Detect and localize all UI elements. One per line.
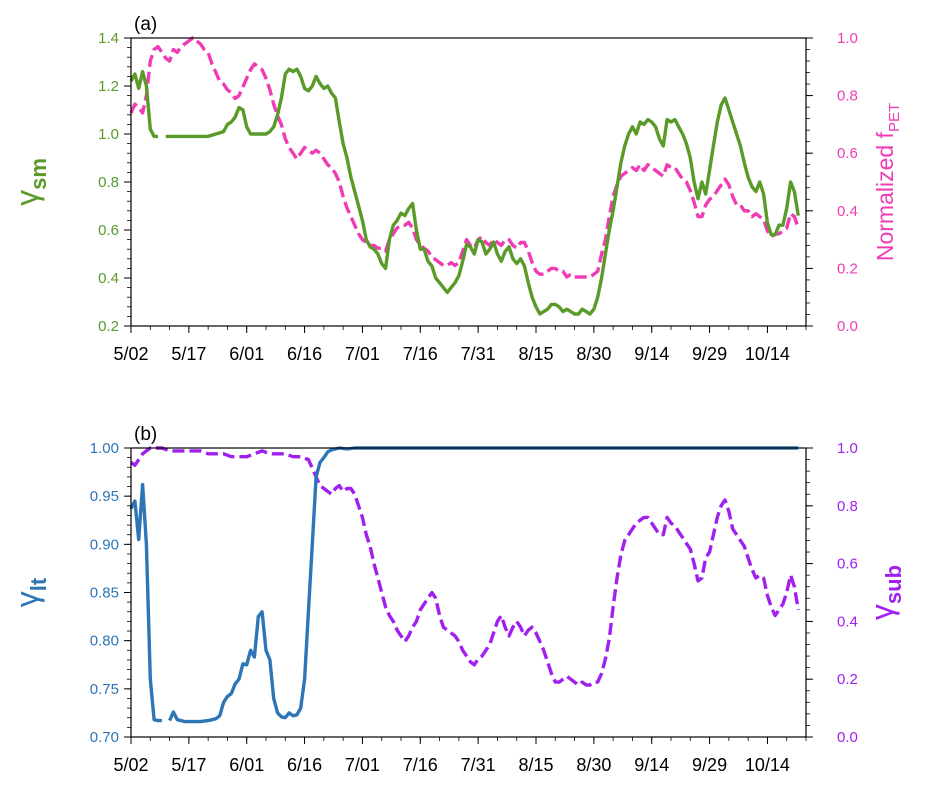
left-axis-label: γsm	[9, 158, 51, 206]
left-tick-label: 0.85	[90, 585, 119, 602]
left-tick-label: 0.2	[98, 318, 119, 335]
right-tick-label: 0.0	[837, 729, 858, 746]
left-tick-label: 0.8	[98, 174, 119, 191]
left-axis-label-sub: sm	[26, 158, 51, 190]
right-tick-label: 1.0	[837, 30, 858, 47]
panel-a: 0.2 0.4 0.6 0.8 1.0 1.2 1.4 0.0 0.2 0.4 0.6 0.8 1.0 5…	[9, 14, 903, 364]
x-tick-label: 10/14	[745, 344, 790, 364]
right-tick-label: 0.2	[837, 671, 858, 688]
right-tick-label: 0.6	[837, 556, 858, 573]
left-tick-label: 0.80	[90, 633, 119, 650]
x-tick-label: 5/17	[171, 344, 206, 364]
plot-frame	[130, 37, 807, 327]
x-tick-label: 6/16	[287, 344, 322, 364]
x-tick-label: 7/31	[461, 755, 496, 775]
right-tick-label: 0.4	[837, 613, 858, 630]
right-axis-label-main: γ	[864, 604, 900, 620]
x-tick-label: 8/15	[518, 755, 553, 775]
x-tick-label: 6/01	[229, 755, 264, 775]
left-tick-label: 0.75	[90, 681, 119, 698]
plot-frame	[130, 447, 807, 738]
right-tick-label: 1.0	[837, 440, 858, 457]
left-series-line	[165, 67, 800, 316]
x-tick-label: 6/16	[287, 755, 322, 775]
left-axis-label-main: γ	[9, 591, 45, 607]
right-series-line	[129, 36, 800, 279]
left-axis-label-sub: lt	[26, 577, 51, 591]
right-tick-label: 0.8	[837, 88, 858, 105]
x-tick-label: 5/02	[113, 755, 148, 775]
x-tick-label: 9/29	[692, 344, 727, 364]
x-tick-label: 10/14	[745, 755, 790, 775]
left-tick-label: 0.90	[90, 536, 119, 553]
x-tick-label: 7/31	[461, 344, 496, 364]
x-tick-label: 5/17	[171, 755, 206, 775]
right-tick-label: 0.0	[837, 318, 858, 335]
right-series-line	[129, 446, 800, 687]
x-tick-label: 7/01	[345, 755, 380, 775]
left-axis-label: γlt	[9, 577, 51, 607]
x-tick-label: 9/29	[692, 755, 727, 775]
left-tick-label: 0.4	[98, 270, 119, 287]
left-tick-label: 0.70	[90, 729, 119, 746]
panel-label: (b)	[134, 424, 157, 445]
left-tick-label: 1.2	[98, 78, 119, 95]
x-tick-label: 7/16	[403, 755, 438, 775]
x-tick-label: 6/01	[229, 344, 264, 364]
left-tick-label: 0.95	[90, 488, 119, 505]
right-axis-label-sub: PET	[886, 103, 903, 132]
panel-label: (a)	[134, 14, 157, 35]
left-tick-label: 1.0	[98, 126, 119, 143]
right-tick-label: 0.8	[837, 498, 858, 515]
left-axis-label-main: γ	[9, 190, 45, 206]
right-tick-label: 0.6	[837, 145, 858, 162]
right-axis-label: Normalized fPET	[872, 103, 903, 261]
left-series-line	[129, 482, 162, 723]
right-tick-label: 0.4	[837, 203, 858, 220]
x-tick-label: 8/30	[576, 344, 611, 364]
x-tick-label: 7/16	[403, 344, 438, 364]
x-tick-label: 5/02	[113, 344, 148, 364]
left-tick-label: 0.6	[98, 222, 119, 239]
right-tick-label: 0.2	[837, 260, 858, 277]
left-tick-label: 1.00	[90, 440, 119, 457]
panel-b: 0.70 0.75 0.80 0.85 0.90 0.95 1.00 0.0 0.2 0.4 0.6…	[9, 424, 906, 775]
right-axis-label-main: Normalized f	[872, 131, 898, 261]
x-tick-label: 9/14	[634, 755, 669, 775]
right-axis-label-sub: sub	[881, 565, 906, 604]
x-tick-label: 9/14	[634, 344, 669, 364]
left-tick-label: 1.4	[98, 30, 119, 47]
left-series-line	[168, 446, 799, 724]
right-axis-label: γsub	[864, 565, 906, 620]
x-tick-label: 7/01	[345, 344, 380, 364]
x-tick-label: 8/15	[518, 344, 553, 364]
x-tick-label: 8/30	[576, 755, 611, 775]
left-series-line	[129, 69, 158, 139]
